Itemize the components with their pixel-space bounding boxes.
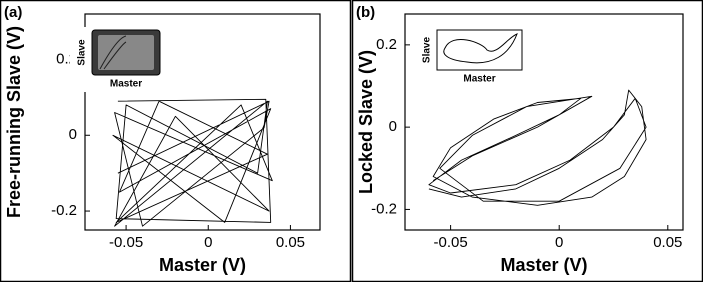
inset-image-light <box>98 35 154 70</box>
y-tick-label: 0 <box>389 118 397 135</box>
inset-image-texture <box>99 35 127 70</box>
y-tick-label: -0.2 <box>51 202 77 219</box>
panel-label: (a) <box>4 4 22 21</box>
y-tick-label: 0 <box>69 126 77 143</box>
y-tick-label: 0.2 <box>376 36 397 53</box>
inset-x-label: Master <box>463 74 495 85</box>
inset-loop <box>443 33 518 64</box>
panel-label: (b) <box>356 4 375 21</box>
y-axis-label: Locked Slave (V) <box>356 50 376 194</box>
trajectory <box>428 89 647 206</box>
plot-frame <box>404 13 684 231</box>
x-tick-label: 0 <box>204 234 212 251</box>
inset-y-label: Slave <box>77 39 88 66</box>
x-axis-label: Master (V) <box>159 255 246 275</box>
inset-frame <box>436 29 523 71</box>
x-axis-label: Master (V) <box>500 255 587 275</box>
x-tick-label: -0.05 <box>109 234 143 251</box>
y-axis-label: Free-running Slave (V) <box>4 26 24 218</box>
x-tick-label: -0.05 <box>434 234 468 251</box>
plot-frame <box>84 13 321 231</box>
x-tick-label: 0.05 <box>276 234 305 251</box>
inset-x-label: Master <box>110 79 142 90</box>
y-tick-label: -0.2 <box>371 200 397 217</box>
x-tick-label: 0.05 <box>653 234 682 251</box>
inset-y-label: Slave <box>422 36 433 63</box>
x-tick-label: 0 <box>555 234 563 251</box>
trajectory <box>112 98 273 227</box>
